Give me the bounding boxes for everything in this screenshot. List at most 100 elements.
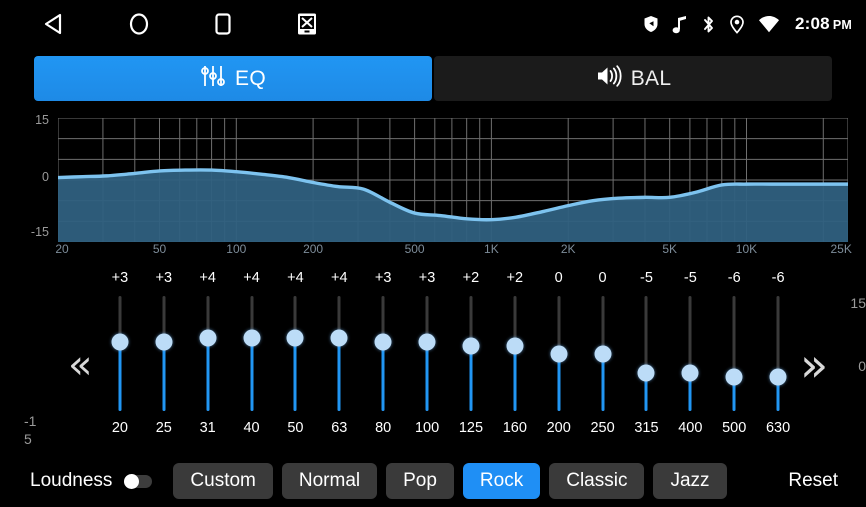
graph-plot-area [56, 117, 850, 243]
eq-band-160[interactable]: +2 160 [493, 262, 537, 452]
band-slider-track[interactable] [162, 296, 166, 411]
tab-eq[interactable]: EQ [34, 56, 432, 101]
band-slider-knob[interactable] [769, 368, 787, 385]
band-frequency-label: 31 [199, 420, 216, 436]
band-slider-fill [206, 338, 210, 411]
band-slider-knob[interactable] [286, 329, 304, 347]
band-slider-knob[interactable] [111, 333, 129, 351]
recents-icon[interactable] [208, 9, 238, 39]
eq-band-125[interactable]: +2 125 [449, 262, 493, 452]
band-slider-knob[interactable] [330, 329, 348, 347]
band-frequency-label: 20 [111, 420, 129, 436]
band-value: -5 [639, 270, 653, 286]
eq-band-20[interactable]: +3 20 [98, 262, 142, 452]
eq-band-100[interactable]: +3 100 [405, 262, 449, 452]
band-slider-track[interactable] [732, 296, 736, 411]
band-slider-track[interactable] [644, 296, 648, 411]
eq-band-25[interactable]: +3 25 [142, 262, 186, 452]
band-slider-knob[interactable] [725, 368, 743, 385]
band-slider-knob[interactable] [462, 337, 480, 355]
eq-band-50[interactable]: +4 50 [274, 262, 318, 452]
home-icon[interactable] [124, 9, 154, 39]
band-value: -5 [683, 270, 697, 286]
band-slider-fill [118, 342, 122, 411]
graph-x-axis: 20 50 100 200 500 1K 2K 5K 10K 25K [55, 242, 852, 256]
band-slider-track[interactable] [118, 296, 122, 411]
tab-bal[interactable]: BAL [434, 56, 832, 101]
band-frequency-label: 160 [502, 420, 527, 436]
band-frequency-label: 100 [414, 420, 440, 436]
band-slider-fill [776, 376, 780, 411]
band-slider-track[interactable] [425, 296, 429, 411]
band-value: 0 [554, 270, 563, 286]
eq-band-630[interactable]: -6 630 [756, 262, 800, 452]
loudness-toggle-knob [124, 473, 140, 489]
eq-curve [56, 117, 850, 243]
band-slider-fill [337, 338, 341, 411]
eq-band-315[interactable]: -5 315 [625, 262, 669, 452]
loudness-control[interactable]: Loudness [30, 470, 153, 492]
band-frequency-label: 400 [678, 420, 703, 436]
preset-normal[interactable]: Normal [281, 463, 378, 499]
preset-rock[interactable]: Rock [462, 463, 541, 499]
band-slider-track[interactable] [776, 296, 780, 411]
preset-jazz[interactable]: Jazz [653, 463, 727, 499]
clock-ampm: PM [832, 18, 852, 32]
eq-band-500[interactable]: -6 500 [712, 262, 756, 452]
band-value: +4 [199, 270, 216, 286]
eq-band-400[interactable]: -5 400 [668, 262, 712, 452]
eq-band-63[interactable]: +4 63 [317, 262, 361, 452]
tab-bal-label: BAL [630, 66, 672, 90]
reset-button[interactable]: Reset [788, 470, 838, 491]
band-slider-track[interactable] [293, 296, 297, 411]
system-icons: 2:08 PM [643, 0, 852, 48]
band-slider-track[interactable] [250, 296, 254, 411]
x-tick-20: 20 [55, 242, 69, 256]
band-slider-knob[interactable] [550, 345, 568, 362]
next-bands-arrow-icon[interactable]: » [800, 338, 829, 392]
band-value: +4 [243, 270, 260, 286]
navigation-buttons [40, 0, 322, 48]
preset-pop[interactable]: Pop [386, 463, 454, 499]
loudness-toggle[interactable] [124, 473, 153, 489]
prev-bands-arrow-icon[interactable]: « [68, 342, 93, 388]
band-slider-knob[interactable] [506, 337, 524, 355]
band-frequency-label: 200 [546, 420, 571, 436]
screenshot-icon[interactable] [292, 9, 322, 39]
band-slider-knob[interactable] [418, 333, 436, 351]
band-frequency-label: 25 [155, 420, 172, 436]
eq-band-250[interactable]: 0 250 [581, 262, 625, 452]
band-frequency-label: 630 [765, 420, 791, 436]
band-slider-knob[interactable] [243, 329, 261, 347]
band-value: +2 [462, 270, 480, 286]
band-frequency-label: 250 [590, 420, 615, 436]
band-value: +4 [287, 270, 304, 286]
eq-band-200[interactable]: 0 200 [537, 262, 581, 452]
band-slider-knob[interactable] [637, 364, 655, 382]
band-slider-track[interactable] [206, 296, 210, 411]
band-slider-knob[interactable] [199, 329, 217, 347]
eq-band-80[interactable]: +3 80 [361, 262, 405, 452]
slider-axis-bottom-line2: 5 [24, 431, 32, 447]
band-slider-fill [425, 342, 429, 411]
graph-y-axis: 15 0 -15 [0, 108, 55, 256]
eq-band-40[interactable]: +4 40 [230, 262, 274, 452]
tab-eq-label: EQ [235, 66, 266, 90]
mode-tabs: EQ BAL [34, 56, 832, 101]
preset-custom[interactable]: Custom [173, 463, 273, 499]
band-value: +3 [374, 270, 392, 286]
preset-buttons: Custom Normal Pop Rock Classic Jazz [173, 463, 727, 499]
band-slider-track[interactable] [688, 296, 692, 411]
back-icon[interactable] [40, 9, 70, 39]
status-bar: 2:08 PM [0, 0, 866, 48]
band-slider-knob[interactable] [594, 345, 612, 362]
eq-band-31[interactable]: +4 31 [186, 262, 230, 452]
band-slider-knob[interactable] [155, 333, 173, 351]
band-slider-track[interactable] [381, 296, 385, 411]
band-frequency-label: 40 [243, 420, 260, 436]
band-slider-knob[interactable] [374, 333, 392, 351]
band-slider-track[interactable] [337, 296, 341, 411]
band-slider-knob[interactable] [681, 364, 699, 382]
x-tick-10K: 10K [735, 242, 758, 256]
preset-classic[interactable]: Classic [549, 463, 645, 499]
